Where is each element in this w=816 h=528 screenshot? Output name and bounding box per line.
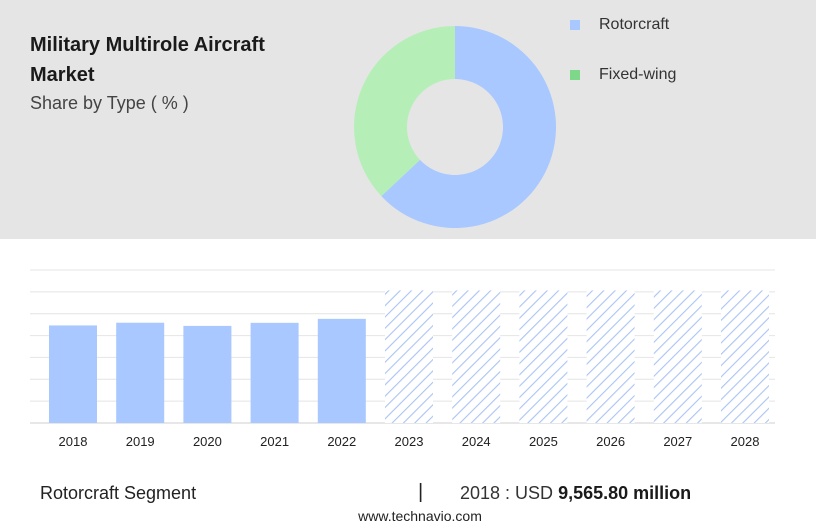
x-tick-label-2018: 2018 xyxy=(59,434,88,449)
chart-title: Military Multirole Aircraft Market xyxy=(30,34,265,86)
x-tick-label-2023: 2023 xyxy=(395,434,424,449)
footer-value-amount: 9,565.80 million xyxy=(558,483,692,503)
x-tick-label-2021: 2021 xyxy=(260,434,289,449)
bar-2026 xyxy=(586,290,635,423)
bars xyxy=(49,290,769,423)
footer-year-prefix: 2018 : USD xyxy=(460,483,554,503)
x-tick-label-2026: 2026 xyxy=(596,434,625,449)
bar-2022 xyxy=(317,318,366,423)
x-tick-label-2020: 2020 xyxy=(193,434,222,449)
footer-segment-label: Rotorcraft Segment xyxy=(40,483,197,503)
bar-2018 xyxy=(49,325,97,423)
bar-2028 xyxy=(721,290,769,423)
bar-2024 xyxy=(452,290,501,423)
bar-2019 xyxy=(116,322,165,423)
bar-2020 xyxy=(183,325,232,423)
legend-item-rotorcraft: Rotorcraft xyxy=(570,16,669,34)
bar-2021 xyxy=(250,322,299,423)
legend-swatch-rotorcraft xyxy=(570,20,580,30)
footer-value: 2018 : USD 9,565.80 million xyxy=(460,483,691,504)
x-tick-label-2025: 2025 xyxy=(529,434,558,449)
x-tick-label-2022: 2022 xyxy=(327,434,356,449)
donut-slice-rotorcraft xyxy=(381,26,556,228)
bar-2023 xyxy=(385,290,433,423)
chart-subtitle: Share by Type ( % ) xyxy=(30,93,189,113)
legend-label-rotorcraft: Rotorcraft xyxy=(599,16,670,33)
x-tick-label-2024: 2024 xyxy=(462,434,491,449)
donut-slice-fixed-wing xyxy=(354,26,455,197)
legend-item-fixed-wing: Fixed-wing xyxy=(570,66,676,84)
footer-url: www.technavio.com xyxy=(358,508,482,524)
year-labels: 2018 2019 2020 2021 2022 2023 2024 2025 2026 2027… xyxy=(59,434,760,449)
footer-separator: | xyxy=(418,481,424,503)
x-tick-label-2028: 2028 xyxy=(731,434,760,449)
legend-swatch-fixed-wing xyxy=(570,70,580,80)
donut-chart xyxy=(354,26,556,228)
bar-2027 xyxy=(653,290,702,423)
x-tick-label-2027: 2027 xyxy=(663,434,692,449)
bar-chart: 2018 2019 2020 2021 2022 2023 2024 2025 2026 2027… xyxy=(30,269,775,449)
bar-2025 xyxy=(519,290,568,423)
x-tick-label-2019: 2019 xyxy=(126,434,155,449)
legend-label-fixed-wing: Fixed-wing xyxy=(599,66,677,83)
